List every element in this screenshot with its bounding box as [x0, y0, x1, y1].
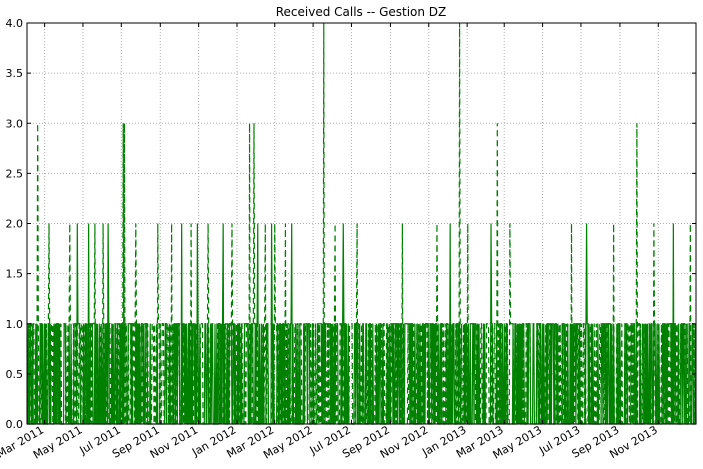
- plot-background: [27, 23, 696, 424]
- y-tick-label: 0.5: [6, 368, 24, 381]
- y-tick-label: 1.5: [6, 268, 24, 281]
- y-tick-label: 2.0: [6, 218, 24, 231]
- y-tick-label: 2.5: [6, 167, 24, 180]
- y-tick-label: 4.0: [6, 17, 24, 30]
- y-axis: 0.0 0.5 1.0 1.5 2.0 2.5 3.0 3.5 4.0: [6, 17, 696, 431]
- grid: [27, 23, 696, 424]
- y-tick-label: 3.0: [6, 117, 24, 130]
- y-tick-label: 1.0: [6, 318, 24, 331]
- y-tick-label: 3.5: [6, 67, 24, 80]
- chart-title: Received Calls -- Gestion DZ: [276, 5, 447, 19]
- y-tick-label: 0.0: [6, 418, 24, 431]
